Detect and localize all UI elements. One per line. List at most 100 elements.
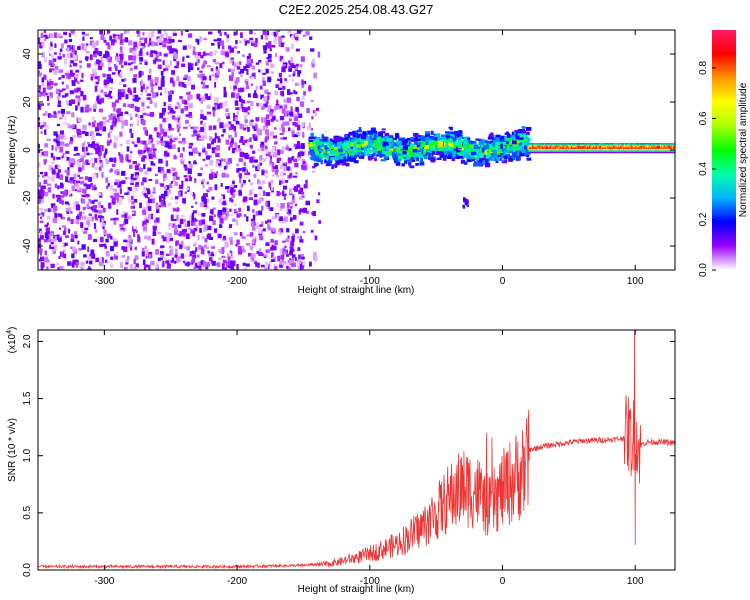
heatmap-cell bbox=[252, 93, 258, 98]
heatmap-cell bbox=[288, 118, 292, 122]
heatmap-cell bbox=[491, 142, 496, 147]
heatmap-cell bbox=[622, 143, 624, 145]
heatmap-cell bbox=[93, 51, 98, 54]
heatmap-cell bbox=[627, 144, 630, 146]
heatmap-cell bbox=[121, 79, 125, 82]
heatmap-cell bbox=[470, 144, 474, 148]
heatmap-cell bbox=[310, 151, 316, 155]
heatmap-cell bbox=[141, 120, 145, 125]
heatmap-cell bbox=[74, 88, 79, 93]
heatmap-cell bbox=[217, 38, 222, 42]
heatmap-cell bbox=[402, 152, 408, 157]
heatmap-cell bbox=[78, 247, 82, 251]
heatmap-cell bbox=[141, 102, 145, 107]
heatmap-cell bbox=[211, 43, 215, 46]
heatmap-cell bbox=[142, 112, 147, 116]
heatmap-cell bbox=[275, 203, 280, 207]
heatmap-cell bbox=[50, 41, 53, 46]
heatmap-cell bbox=[628, 151, 631, 154]
heatmap-cell bbox=[274, 240, 278, 246]
heatmap-cell bbox=[292, 194, 295, 201]
heatmap-cell bbox=[533, 148, 536, 151]
heatmap-cell bbox=[309, 142, 314, 148]
heatmap-cell bbox=[620, 143, 622, 145]
heatmap-cell bbox=[87, 201, 91, 205]
heatmap-cell bbox=[496, 157, 500, 162]
heatmap-cell bbox=[42, 113, 47, 116]
heatmap-cell bbox=[172, 172, 176, 177]
heatmap-cell bbox=[83, 184, 86, 187]
heatmap-cell bbox=[65, 235, 69, 238]
heatmap-cell bbox=[257, 164, 260, 170]
heatmap-cell bbox=[383, 136, 389, 141]
heatmap-cell bbox=[146, 93, 151, 97]
heatmap-cell bbox=[107, 44, 111, 50]
heatmap-cell bbox=[623, 145, 626, 148]
heatmap-cell bbox=[243, 108, 248, 113]
heatmap-cell bbox=[222, 238, 227, 241]
heatmap-cell bbox=[54, 52, 57, 55]
heatmap-cell bbox=[546, 151, 549, 154]
heatmap-cell bbox=[257, 179, 260, 184]
heatmap-cell bbox=[265, 68, 269, 74]
heatmap-cell bbox=[283, 80, 288, 83]
heatmap-cell bbox=[47, 95, 49, 102]
heatmap-cell bbox=[167, 91, 172, 94]
heatmap-cell bbox=[57, 164, 61, 169]
heatmap-cell bbox=[592, 148, 594, 151]
heatmap-cell bbox=[442, 157, 447, 161]
heatmap-cell bbox=[111, 163, 116, 167]
heatmap-cell bbox=[597, 144, 599, 146]
heatmap-cell bbox=[239, 151, 244, 158]
heatmap-cell bbox=[602, 144, 605, 146]
heatmap-cell bbox=[219, 218, 224, 224]
heatmap-cell bbox=[300, 143, 305, 149]
heatmap-cell bbox=[203, 204, 208, 208]
heatmap-cell bbox=[167, 38, 172, 44]
heatmap-cell bbox=[254, 90, 257, 95]
heatmap-cell bbox=[568, 148, 570, 151]
heatmap-cell bbox=[43, 121, 47, 127]
heatmap-cell bbox=[442, 154, 448, 158]
heatmap-cell bbox=[44, 172, 48, 177]
heatmap-cell bbox=[206, 198, 209, 203]
heatmap-cell bbox=[563, 151, 566, 154]
heatmap-cell bbox=[375, 154, 381, 157]
heatmap-cell bbox=[301, 191, 305, 195]
heatmap-cell bbox=[213, 102, 219, 105]
heatmap-cell bbox=[129, 128, 132, 133]
heatmap-cell bbox=[192, 192, 195, 197]
heatmap-cell bbox=[132, 188, 137, 193]
heatmap-cell bbox=[229, 135, 233, 140]
heatmap-cell bbox=[176, 207, 179, 212]
heatmap-cell bbox=[191, 216, 194, 222]
heatmap-cell bbox=[323, 137, 328, 142]
heatmap-cell bbox=[311, 212, 316, 215]
heatmap-cell bbox=[163, 173, 167, 178]
heatmap-cell bbox=[334, 143, 338, 147]
heatmap-cell bbox=[74, 50, 77, 55]
heatmap-cell bbox=[575, 145, 578, 148]
heatmap-cell bbox=[413, 150, 417, 155]
heatmap-cell bbox=[598, 143, 601, 145]
heatmap-cell bbox=[70, 53, 73, 58]
heatmap-cell bbox=[548, 148, 551, 151]
heatmap-cell bbox=[584, 148, 587, 151]
heatmap-cell bbox=[530, 147, 532, 149]
heatmap-cell bbox=[115, 251, 119, 256]
heatmap-cell bbox=[331, 164, 334, 169]
heatmap-cell bbox=[145, 264, 149, 268]
heatmap-cell bbox=[610, 144, 613, 146]
heatmap-cell bbox=[51, 167, 54, 174]
heatmap-cell bbox=[43, 179, 48, 185]
heatmap-cell bbox=[108, 92, 111, 97]
heatmap-cell bbox=[113, 105, 116, 112]
heatmap-cell bbox=[157, 59, 162, 62]
heatmap-cell bbox=[88, 143, 93, 148]
heatmap-cell bbox=[330, 157, 336, 160]
heatmap-cell bbox=[287, 148, 292, 151]
heatmap-cell bbox=[605, 148, 607, 151]
heatmap-cell bbox=[232, 218, 236, 222]
heatmap-cell bbox=[245, 263, 250, 267]
heatmap-cell bbox=[222, 129, 226, 133]
